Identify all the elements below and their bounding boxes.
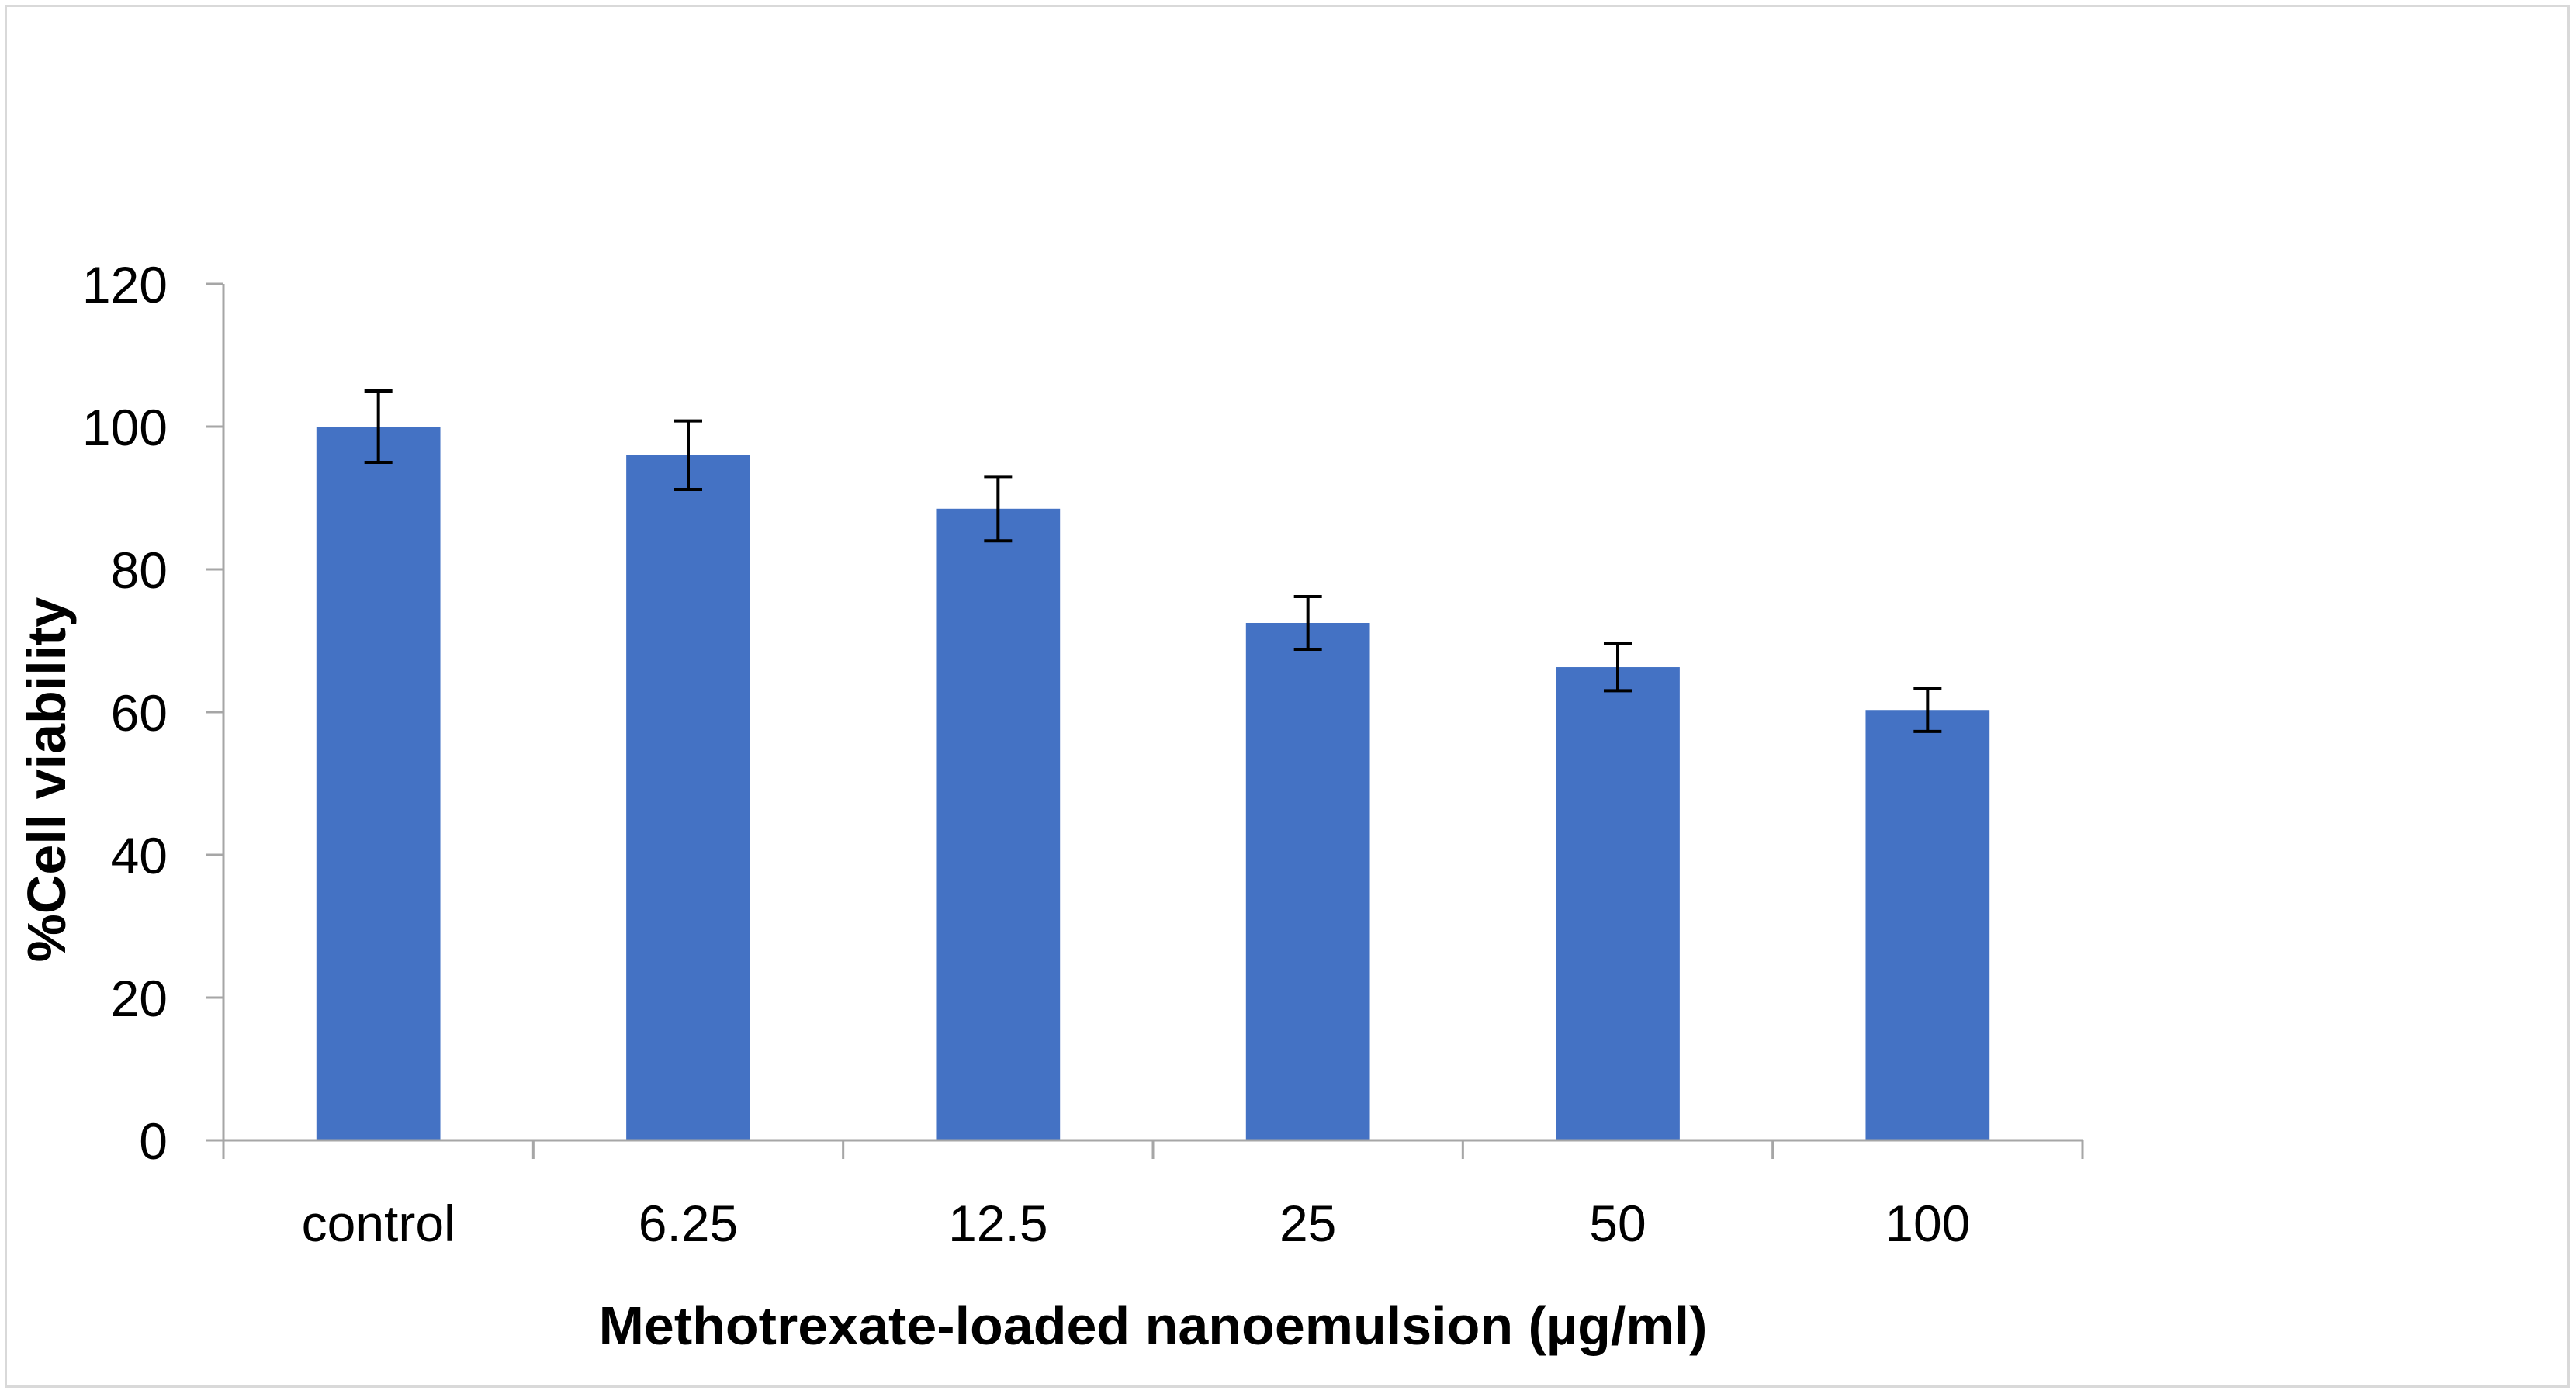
y-tick-label: 100 [82,399,168,456]
y-tick-label: 120 [82,256,168,313]
bar-12-5 [936,508,1061,1140]
x-tick-label: 25 [1279,1195,1336,1252]
y-tick-label: 60 [111,684,168,742]
bar-25 [1245,623,1370,1140]
x-tick-label: 12.5 [948,1195,1047,1252]
y-tick-label: 20 [111,970,168,1027]
bar-control [316,427,441,1140]
bar-50 [1556,667,1680,1140]
x-tick-label: 50 [1589,1195,1646,1252]
bars [316,427,1990,1140]
y-tick-label: 80 [111,541,168,599]
y-axis-title: %Cell viability [16,597,77,963]
error-bars [364,389,1942,733]
x-tick-label: 6.25 [639,1195,738,1252]
y-tick-label: 0 [139,1112,168,1170]
x-axis-title: Methotrexate-loaded nanoemulsion (µg/ml) [599,1295,1708,1356]
y-tick-label: 40 [111,827,168,884]
bar-100 [1865,710,1990,1140]
x-axis-ticks: control 6.25 12.5 25 50 100 [222,1140,2084,1252]
y-axis-ticks: 0 20 40 60 80 100 120 [82,256,223,1170]
bar-6-25 [626,455,750,1140]
x-tick-label: 100 [1885,1195,1970,1252]
x-tick-label: control [302,1195,455,1252]
